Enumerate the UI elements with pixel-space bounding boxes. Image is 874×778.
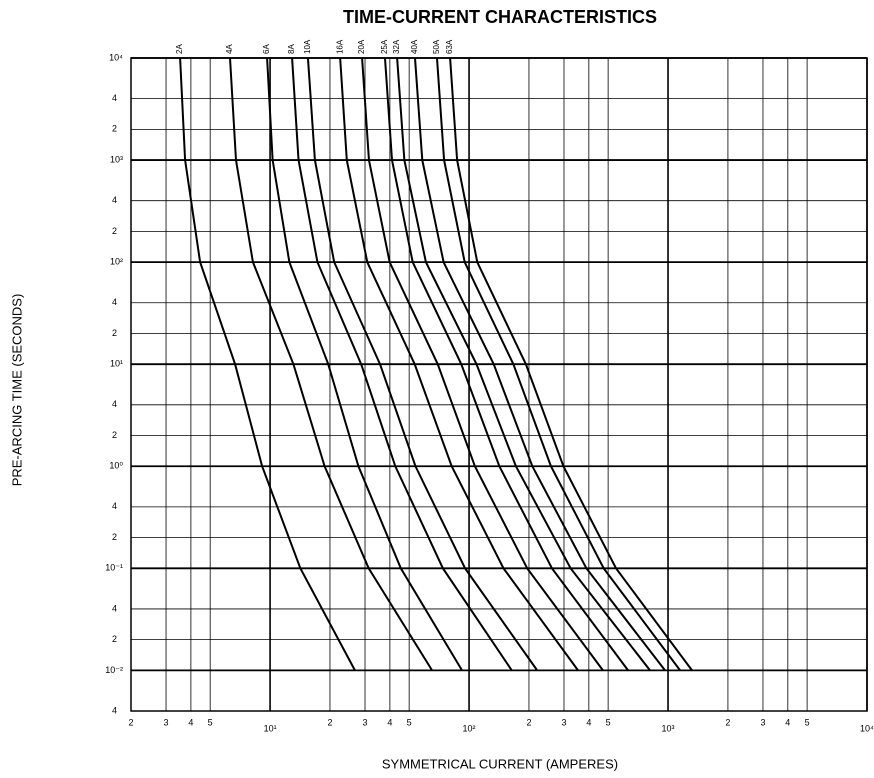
x-axis-label: SYMMETRICAL CURRENT (AMPERES): [382, 756, 618, 771]
curve-label: 63A: [445, 39, 454, 54]
fuse-curve: [383, 57, 629, 671]
y-tick-label: 10⁰: [109, 461, 123, 471]
x-tick-label: 5: [208, 717, 213, 727]
fuse-curve: [291, 57, 513, 671]
y-tick-label: 2: [112, 634, 117, 644]
fuse-curve: [339, 57, 579, 671]
y-tick-label: 4: [112, 399, 117, 409]
x-tick-label: 10⁴: [860, 723, 874, 733]
y-tick-label: 4: [112, 705, 117, 715]
x-tick-label: 10¹: [264, 723, 277, 733]
y-tick-label: 10⁴: [109, 52, 123, 62]
y-tick-label: 2: [112, 226, 117, 236]
curve-label: 32A: [392, 39, 401, 54]
fuse-curve: [179, 57, 356, 671]
x-tick-label: 3: [760, 717, 765, 727]
x-tick-label: 5: [606, 717, 611, 727]
x-tick-label: 4: [586, 717, 591, 727]
y-tick-label: 2: [112, 532, 117, 542]
fuse-curve: [266, 57, 463, 671]
fuse-curve: [306, 57, 539, 671]
x-tick-label: 2: [526, 717, 531, 727]
curve-label: 6A: [262, 44, 271, 54]
fuse-curve: [414, 57, 666, 671]
x-tick-label: 2: [327, 717, 332, 727]
fuse-curve: [435, 57, 681, 671]
y-tick-label: 10⁻¹: [105, 563, 123, 573]
y-tick-label: 10⁻²: [105, 665, 123, 675]
x-tick-label: 5: [805, 717, 810, 727]
x-tick-label: 3: [363, 717, 368, 727]
fuse-curve: [229, 57, 433, 671]
fuse-curve: [449, 57, 693, 671]
curve-label: 25A: [380, 39, 389, 54]
curve-label: 4A: [225, 44, 234, 54]
x-tick-label: 4: [188, 717, 193, 727]
curve-label: 40A: [410, 39, 419, 54]
curve-label: 8A: [287, 44, 296, 54]
curve-label: 50A: [432, 39, 441, 54]
curve-label: 20A: [357, 39, 366, 54]
y-tick-label: 4: [112, 501, 117, 511]
y-tick-label: 2: [112, 430, 117, 440]
curve-label: 2A: [175, 44, 184, 54]
x-tick-label: 3: [561, 717, 566, 727]
curve-label: 16A: [335, 39, 344, 54]
x-tick-label: 10³: [662, 723, 675, 733]
y-tick-label: 4: [112, 297, 117, 307]
y-axis-label: PRE-ARCING TIME (SECONDS): [9, 294, 24, 487]
chart-title: TIME-CURRENT CHARACTERISTICS: [343, 7, 657, 27]
y-tick-label: 2: [112, 124, 117, 134]
x-tick-label: 10²: [463, 723, 476, 733]
y-tick-label: 4: [112, 603, 117, 613]
x-tick-label: 3: [164, 717, 169, 727]
y-tick-label: 10¹: [110, 359, 123, 369]
x-tick-label: 4: [785, 717, 790, 727]
y-tick-label: 10²: [110, 257, 123, 267]
x-tick-label: 5: [407, 717, 412, 727]
curve-label: 10A: [303, 39, 312, 54]
x-tick-label: 4: [387, 717, 392, 727]
y-tick-label: 2: [112, 328, 117, 338]
y-tick-label: 10³: [110, 154, 123, 164]
x-tick-label: 2: [725, 717, 730, 727]
y-tick-label: 4: [112, 195, 117, 205]
x-tick-label: 2: [128, 717, 133, 727]
fuse-curve: [396, 57, 651, 671]
fuse-curve: [361, 57, 604, 671]
y-tick-label: 4: [112, 93, 117, 103]
